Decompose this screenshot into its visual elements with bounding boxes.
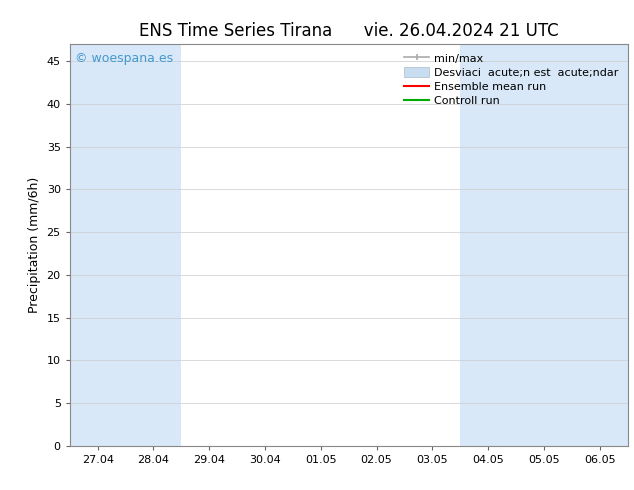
Title: ENS Time Series Tirana      vie. 26.04.2024 21 UTC: ENS Time Series Tirana vie. 26.04.2024 2… <box>139 22 559 40</box>
Y-axis label: Precipitation (mm/6h): Precipitation (mm/6h) <box>28 177 41 313</box>
Text: © woespana.es: © woespana.es <box>75 52 174 65</box>
Bar <box>460 44 516 446</box>
Legend: min/max, Desviaci  acute;n est  acute;ndar, Ensemble mean run, Controll run: min/max, Desviaci acute;n est acute;ndar… <box>401 49 622 109</box>
Bar <box>572 44 628 446</box>
Bar <box>70 44 126 446</box>
Bar <box>516 44 572 446</box>
Bar <box>126 44 181 446</box>
